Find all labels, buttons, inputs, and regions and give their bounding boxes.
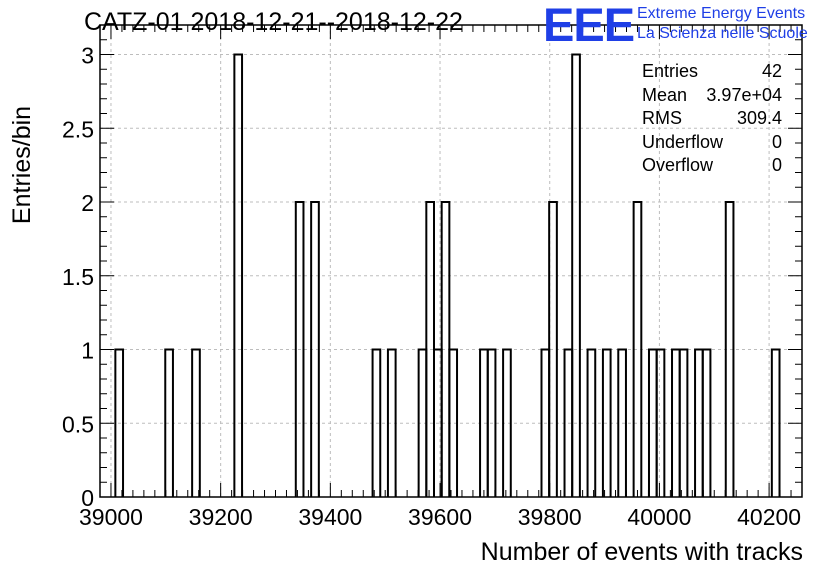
histogram-bar	[601, 348, 612, 497]
stats-underflow-label: Underflow	[642, 131, 724, 152]
x-tick-label: 39200	[189, 504, 253, 530]
y-axis-label: Entries/bin	[8, 105, 36, 225]
histogram-bar	[164, 348, 174, 497]
x-tick-label: 40200	[737, 504, 801, 530]
y-tick-label: 0	[81, 485, 94, 511]
x-tick-label: 40000	[627, 504, 691, 530]
histogram-bar	[632, 201, 643, 497]
tick-labels: 39000 39200 39400 39600 39800 40000 40200 0 0.5 1…	[62, 43, 801, 531]
eee-logo: EEE	[543, 0, 635, 51]
histogram-bars	[114, 53, 781, 497]
stats-overflow-label: Overflow	[642, 155, 714, 175]
stats-mean: Mean 3.97e+04	[642, 84, 782, 108]
histogram-bar	[191, 348, 201, 497]
stats-rms-label: RMS	[642, 108, 682, 128]
x-tick-label: 39800	[518, 504, 582, 530]
y-tick-label: 2.5	[62, 116, 94, 142]
logo-line-2: La Scienza nelle Scuole	[637, 25, 808, 42]
y-tick-label: 3	[81, 43, 94, 69]
x-tick-label: 39600	[408, 504, 472, 530]
histogram-bar	[310, 201, 320, 497]
histogram-bar	[617, 348, 627, 497]
histogram-bar	[386, 348, 397, 497]
histogram-bar	[586, 348, 597, 497]
histogram-bar	[678, 348, 689, 497]
x-tick-label: 39400	[298, 504, 362, 530]
x-axis-label: Number of events with tracks	[480, 538, 803, 566]
y-tick-label: 1.5	[62, 264, 94, 290]
y-tick-label: 0.5	[62, 411, 94, 437]
stats-entries: Entries 42	[642, 60, 782, 84]
histogram-bar	[701, 348, 712, 497]
eee-logo-text: Extreme Energy Events La Scienza nelle S…	[637, 4, 808, 44]
histogram-bar	[371, 348, 382, 497]
histogram-bar	[233, 53, 244, 497]
y-tick-label: 1	[81, 338, 94, 364]
histogram-bar	[502, 348, 512, 497]
histogram-bar	[486, 348, 497, 497]
histogram-bar	[655, 348, 666, 497]
x-tick-label: 39000	[79, 504, 143, 530]
stats-overflow: Overflow 0	[642, 154, 782, 178]
axis-ticks	[99, 25, 803, 498]
logo-line-1: Extreme Energy Events	[637, 5, 806, 22]
stats-entries-label: Entries	[642, 61, 699, 81]
histogram-bar	[571, 53, 581, 497]
stats-box: Entries 42 Mean 3.97e+04 RMS 309.4 Under…	[642, 60, 782, 178]
histogram-bar	[114, 348, 125, 497]
stats-entries-value: 42	[761, 61, 782, 81]
histogram-bar	[294, 201, 305, 497]
histogram-bar	[448, 348, 459, 497]
stats-underflow-value: 0	[771, 131, 782, 152]
stats-underflow: Underflow 0	[642, 131, 782, 155]
histogram-bar	[724, 201, 735, 497]
histogram-bar	[548, 201, 558, 497]
stats-overflow-value: 0	[771, 155, 782, 175]
y-tick-label: 2	[81, 190, 94, 216]
histogram-bar	[770, 348, 781, 497]
stats-rms-value: 309.4	[736, 108, 782, 128]
stats-mean-label: Mean	[642, 84, 688, 105]
chart-title: CATZ-01 2018-12-21--2018-12-22	[84, 8, 463, 36]
stats-rms: RMS 309.4	[642, 107, 782, 131]
stats-mean-value: 3.97e+04	[706, 84, 782, 105]
